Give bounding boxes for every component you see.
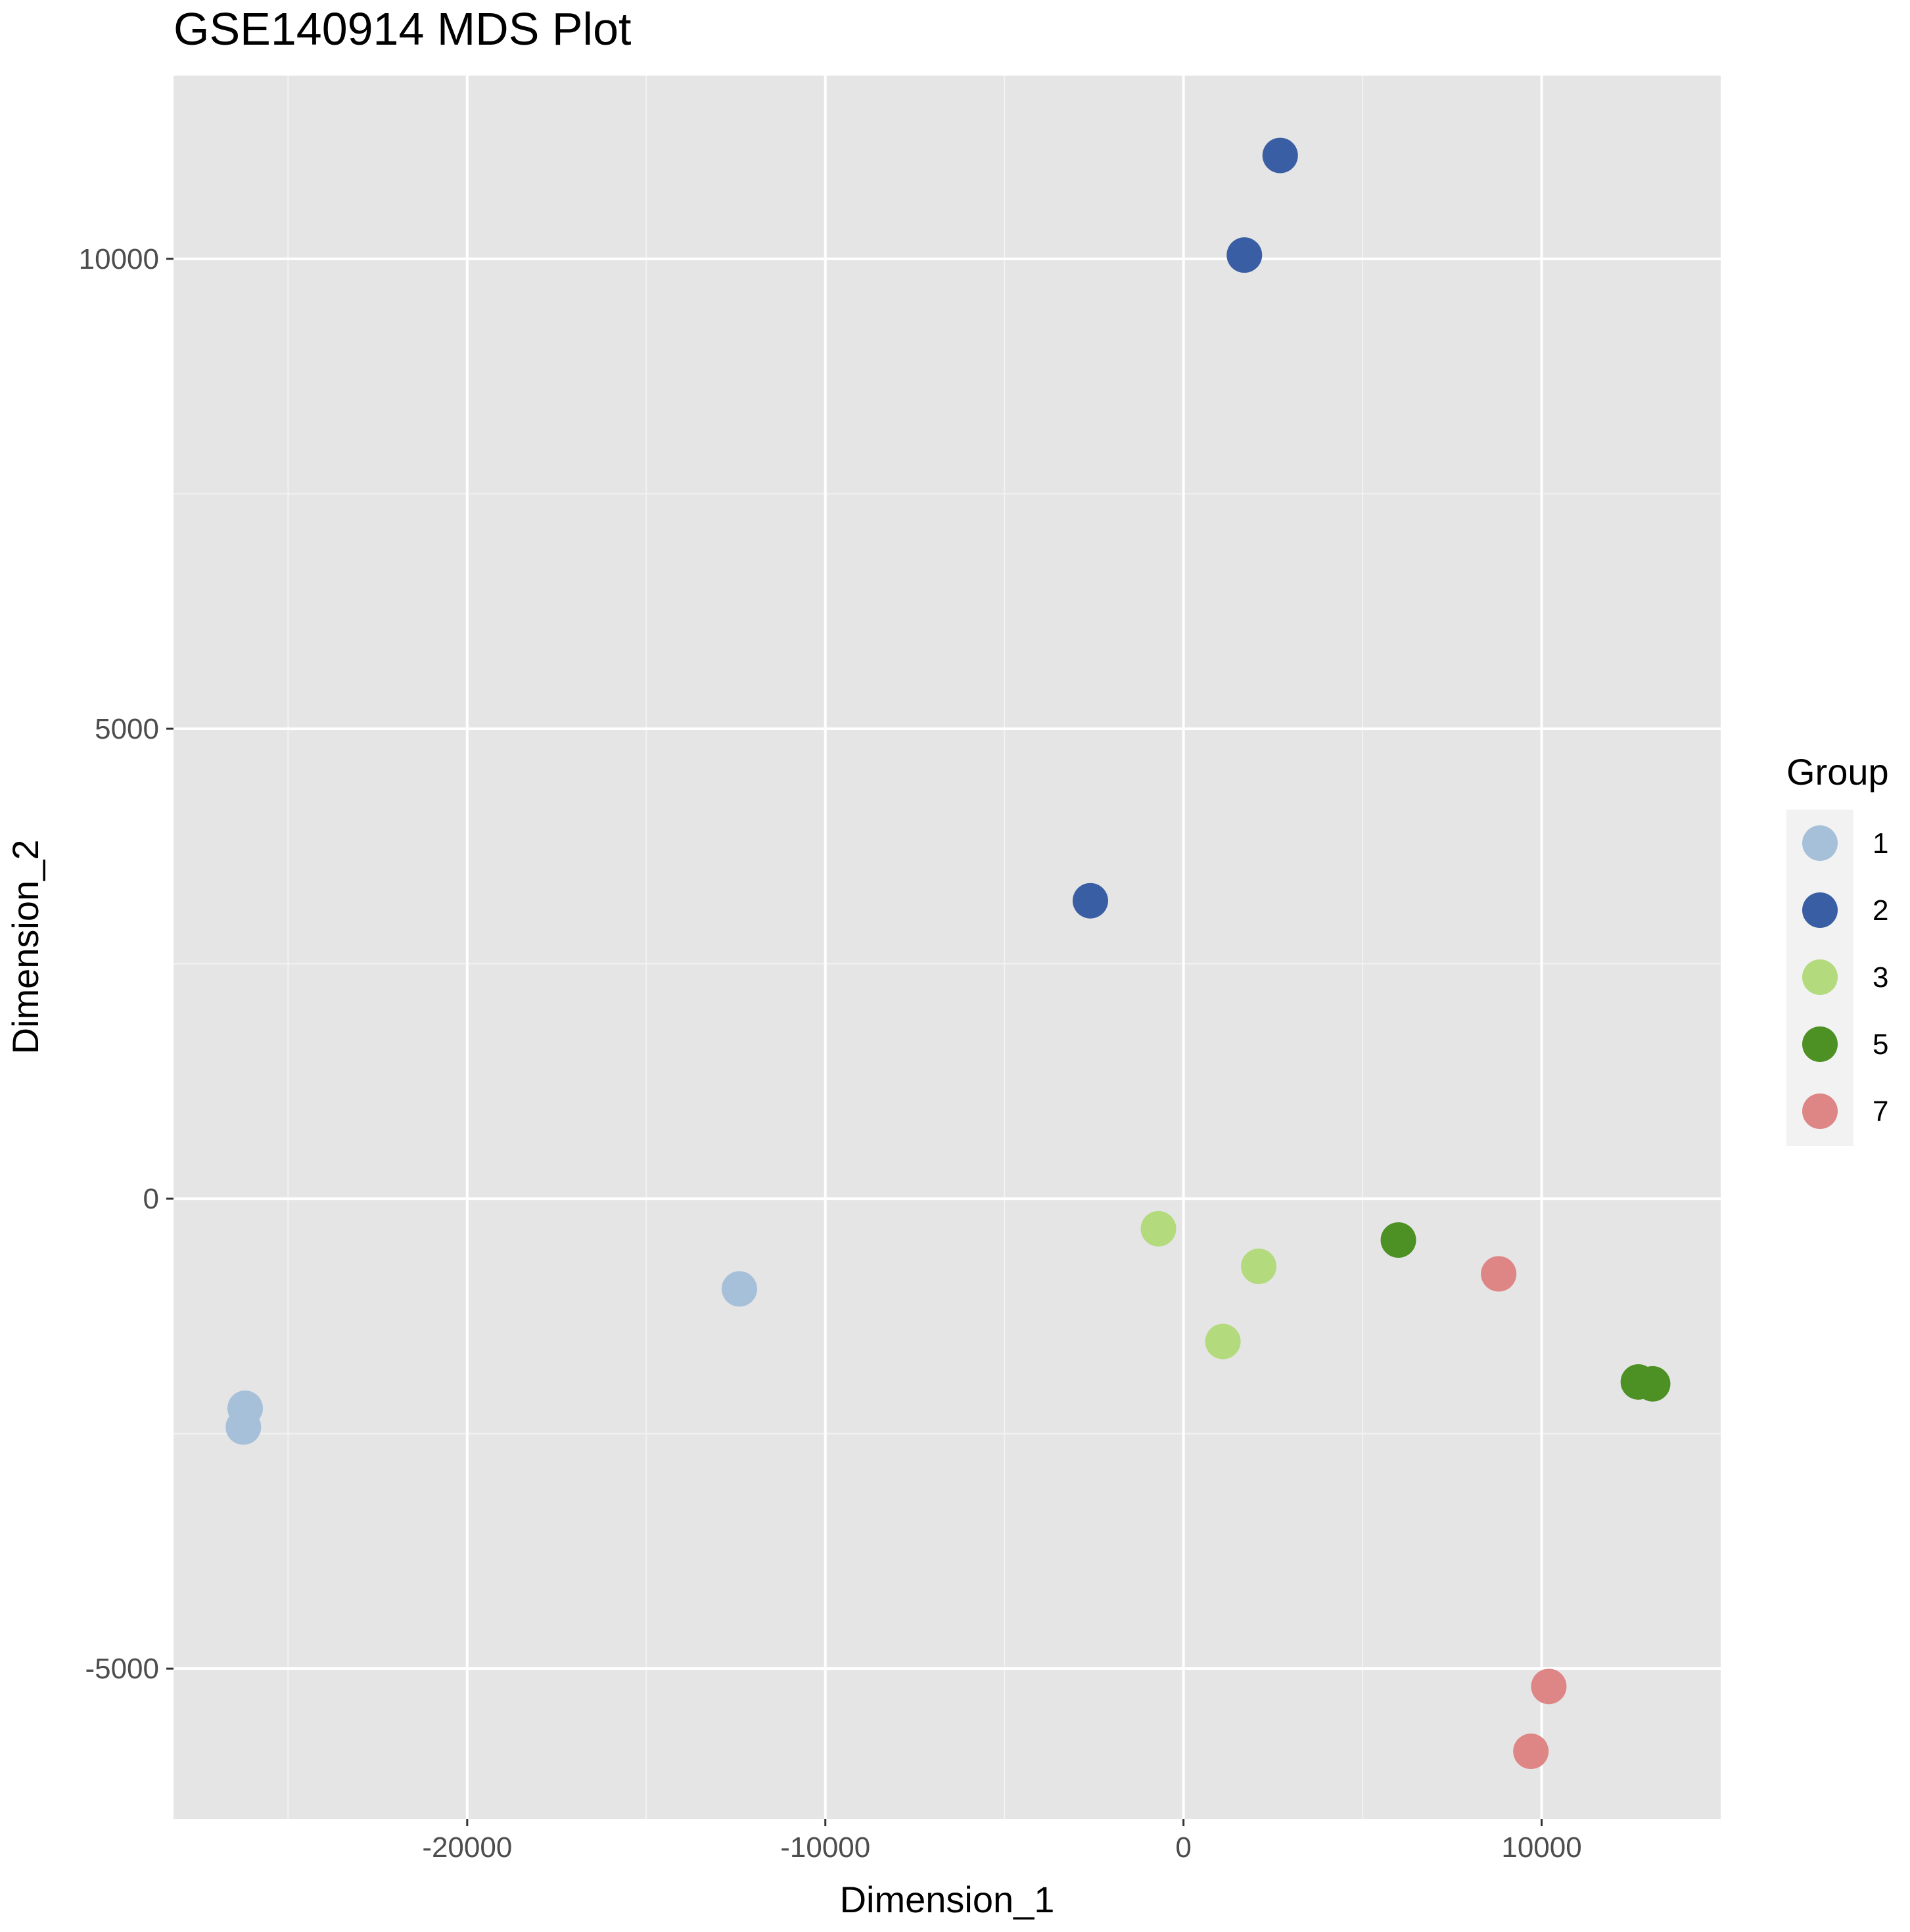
plot-panel (174, 76, 1721, 1819)
legend-key-2 (1802, 892, 1838, 928)
x-tick-label: -10000 (780, 1831, 870, 1864)
minor-gridlines (174, 76, 1721, 1819)
x-axis-ticks: -20000 -10000 0 10000 (422, 1819, 1582, 1864)
y-tick-label: -5000 (85, 1653, 159, 1685)
data-points (225, 137, 1671, 1770)
legend-label-2: 2 (1873, 894, 1888, 927)
data-point-group-2 (1262, 137, 1298, 173)
y-tick-label: 10000 (79, 243, 159, 275)
y-tick-label: 5000 (95, 713, 159, 745)
legend-label-1: 1 (1873, 827, 1888, 860)
x-axis-title: Dimension_1 (840, 1879, 1055, 1920)
data-point-group-7 (1481, 1256, 1517, 1292)
data-point-group-3 (1140, 1210, 1176, 1247)
data-point-group-3 (1205, 1323, 1241, 1360)
legend-key-5 (1802, 1026, 1838, 1062)
data-point-group-5 (1380, 1222, 1416, 1258)
y-axis-title: Dimension_2 (5, 840, 46, 1055)
legend-title: Group (1786, 751, 1889, 793)
data-point-group-1 (721, 1271, 757, 1307)
data-point-group-2 (1226, 237, 1263, 273)
data-point-group-1 (225, 1409, 262, 1445)
x-tick-label: 10000 (1501, 1831, 1581, 1864)
data-point-group-5 (1635, 1366, 1671, 1402)
legend-key-7 (1802, 1093, 1838, 1129)
data-point-group-7 (1513, 1734, 1549, 1770)
chart-title: GSE140914 MDS Plot (174, 3, 631, 55)
legend: Group 1 2 3 5 7 (1786, 751, 1889, 1146)
x-tick-label: -20000 (422, 1831, 512, 1864)
legend-label-7: 7 (1873, 1095, 1888, 1128)
data-point-group-7 (1531, 1668, 1567, 1705)
major-gridlines (174, 76, 1721, 1819)
legend-label-5: 5 (1873, 1028, 1888, 1061)
legend-key-1 (1802, 825, 1838, 861)
legend-label-3: 3 (1873, 961, 1888, 994)
legend-key-3 (1802, 959, 1838, 995)
x-tick-label: 0 (1175, 1831, 1191, 1864)
data-point-group-2 (1072, 883, 1108, 919)
y-tick-label: 0 (143, 1183, 159, 1215)
legend-items: 1 2 3 5 7 (1802, 825, 1888, 1129)
y-axis-ticks: -5000 0 5000 10000 (79, 243, 174, 1685)
data-point-group-3 (1241, 1249, 1277, 1285)
